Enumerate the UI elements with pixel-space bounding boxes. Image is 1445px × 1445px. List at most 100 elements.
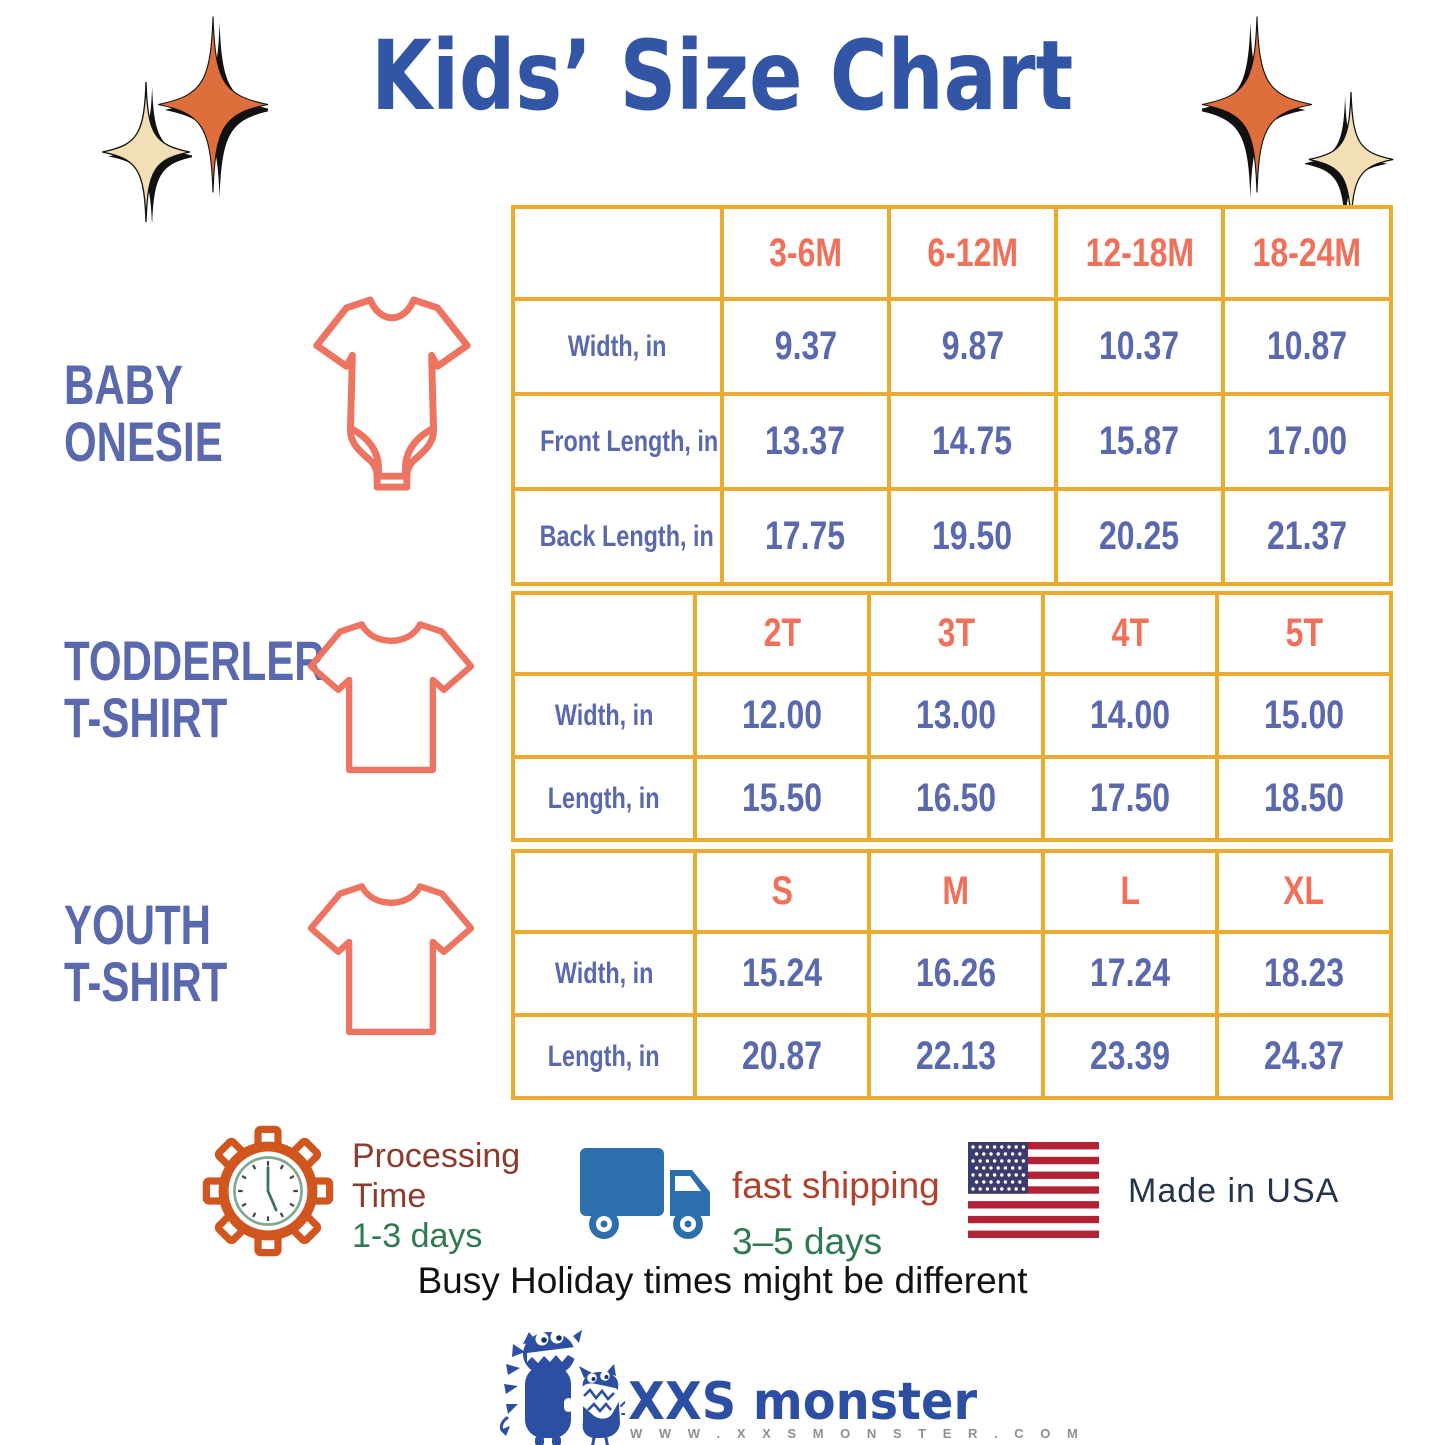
brand-name: XXS monster bbox=[628, 1372, 978, 1432]
value-cell: 14.00 bbox=[1041, 672, 1219, 759]
value-cell: 19.50 bbox=[887, 487, 1058, 586]
measurement-value: 18.23 bbox=[1263, 951, 1345, 995]
measurement-value: 15.50 bbox=[741, 776, 823, 820]
row-label: Back Length, in bbox=[539, 519, 714, 553]
section-label-line2: T-SHIRT bbox=[64, 686, 228, 750]
size-col-header: M bbox=[867, 849, 1045, 934]
value-cell: 9.87 bbox=[887, 297, 1058, 396]
tshirt-icon bbox=[307, 883, 475, 1036]
row-label-cell: Width, in bbox=[511, 930, 697, 1017]
section-label-youth-tshirt: YOUTH T-SHIRT bbox=[64, 896, 227, 1010]
measurement-value: 13.00 bbox=[915, 693, 997, 737]
toddler-tshirt-size-table: 2T 3T 4T 5T Width, in 12.00 13.00 14.00 … bbox=[511, 591, 1393, 842]
row-label: Length, in bbox=[548, 1039, 660, 1073]
measurement-value: 14.00 bbox=[1089, 693, 1171, 737]
value-cell: 23.39 bbox=[1041, 1013, 1219, 1100]
page-title-text: Kids’ Size Chart bbox=[371, 20, 1074, 132]
value-cell: 20.87 bbox=[693, 1013, 871, 1100]
value-cell: 17.24 bbox=[1041, 930, 1219, 1017]
truck-icon bbox=[580, 1148, 710, 1239]
measurement-value: 22.13 bbox=[915, 1034, 997, 1078]
value-cell: 20.25 bbox=[1054, 487, 1225, 586]
made-in-usa-text: Made in USA bbox=[1128, 1172, 1340, 1210]
table-row: Width, in 9.37 9.87 10.37 10.87 bbox=[511, 297, 1393, 396]
value-cell: 17.75 bbox=[720, 487, 891, 586]
value-cell: 14.75 bbox=[887, 392, 1058, 491]
gear-clock-icon bbox=[202, 1125, 334, 1257]
measurement-value: 16.26 bbox=[915, 951, 997, 995]
table-header-row: 3-6M 6-12M 12-18M 18-24M bbox=[511, 205, 1393, 301]
value-cell: 21.37 bbox=[1221, 487, 1393, 586]
brand-website: W W W . X X S M O N S T E R . C O M bbox=[630, 1426, 1085, 1441]
value-cell: 16.50 bbox=[867, 755, 1045, 842]
corner-cell bbox=[511, 205, 724, 301]
measurement-value: 10.37 bbox=[1099, 324, 1180, 368]
holiday-notice: Busy Holiday times might be different bbox=[417, 1260, 1028, 1301]
row-label-cell: Width, in bbox=[511, 672, 697, 759]
section-label-line1: BABY bbox=[64, 353, 184, 416]
processing-days: 1-3 days bbox=[352, 1217, 483, 1256]
size-col-header: 3T bbox=[867, 591, 1045, 676]
measurement-value: 15.24 bbox=[741, 951, 823, 995]
measurement-value: 14.75 bbox=[932, 419, 1013, 463]
table-row: Back Length, in 17.75 19.50 20.25 21.37 bbox=[511, 487, 1393, 586]
measurement-value: 13.37 bbox=[765, 419, 846, 463]
row-label: Length, in bbox=[548, 781, 660, 815]
measurement-value: 17.00 bbox=[1266, 419, 1348, 463]
measurement-value: 16.50 bbox=[915, 776, 997, 820]
monster-logo-icon bbox=[499, 1330, 625, 1445]
measurement-value: 12.00 bbox=[741, 693, 823, 737]
size-label: 6-12M bbox=[927, 230, 1018, 275]
size-label: L bbox=[1120, 869, 1140, 913]
table-row: Length, in 15.50 16.50 17.50 18.50 bbox=[511, 755, 1393, 842]
youth-tshirt-size-table: S M L XL Width, in 15.24 16.26 17.24 18.… bbox=[511, 849, 1393, 1100]
measurement-value: 15.87 bbox=[1099, 419, 1180, 463]
value-cell: 15.87 bbox=[1054, 392, 1225, 491]
measurement-value: 21.37 bbox=[1266, 514, 1348, 558]
size-label: 2T bbox=[763, 611, 801, 655]
usa-flag-icon bbox=[968, 1142, 1099, 1238]
processing-line2: Time bbox=[352, 1177, 427, 1216]
value-cell: 15.00 bbox=[1215, 672, 1393, 759]
value-cell: 22.13 bbox=[867, 1013, 1045, 1100]
baby-onesie-size-table: 3-6M 6-12M 12-18M 18-24M Width, in 9.37 … bbox=[511, 205, 1393, 586]
value-cell: 18.50 bbox=[1215, 755, 1393, 842]
row-label-cell: Front Length, in bbox=[511, 392, 724, 491]
size-col-header: L bbox=[1041, 849, 1219, 934]
size-label: 5T bbox=[1285, 611, 1323, 655]
value-cell: 12.00 bbox=[693, 672, 871, 759]
section-label-line1: YOUTH bbox=[64, 893, 211, 956]
measurement-value: 19.50 bbox=[932, 514, 1013, 558]
measurement-value: 9.87 bbox=[941, 324, 1004, 368]
size-label: 3-6M bbox=[769, 230, 842, 275]
section-label-line1: TODDERLER bbox=[64, 629, 325, 692]
tshirt-icon bbox=[307, 621, 475, 774]
table-header-row: S M L XL bbox=[511, 849, 1393, 934]
section-label-line2: T-SHIRT bbox=[64, 950, 228, 1014]
shipping-label: fast shipping bbox=[732, 1165, 940, 1206]
value-cell: 13.00 bbox=[867, 672, 1045, 759]
measurement-value: 20.25 bbox=[1099, 514, 1180, 558]
table-row: Width, in 12.00 13.00 14.00 15.00 bbox=[511, 672, 1393, 759]
row-label: Width, in bbox=[554, 956, 654, 990]
table-row: Length, in 20.87 22.13 23.39 24.37 bbox=[511, 1013, 1393, 1100]
row-label-cell: Length, in bbox=[511, 1013, 697, 1100]
size-label: S bbox=[771, 869, 793, 913]
measurement-value: 15.00 bbox=[1263, 693, 1345, 737]
measurement-value: 17.24 bbox=[1089, 951, 1171, 995]
section-label-line2: ONESIE bbox=[64, 410, 223, 474]
row-label-cell: Back Length, in bbox=[511, 487, 724, 586]
value-cell: 9.37 bbox=[720, 297, 891, 396]
size-col-header: 18-24M bbox=[1221, 205, 1393, 301]
size-col-header: 6-12M bbox=[887, 205, 1058, 301]
value-cell: 17.00 bbox=[1221, 392, 1393, 491]
size-col-header: 5T bbox=[1215, 591, 1393, 676]
size-col-header: 2T bbox=[693, 591, 871, 676]
value-cell: 15.24 bbox=[693, 930, 871, 1017]
measurement-value: 20.87 bbox=[741, 1034, 823, 1078]
value-cell: 13.37 bbox=[720, 392, 891, 491]
size-label: 12-18M bbox=[1085, 230, 1194, 275]
page-title: Kids’ Size Chart bbox=[0, 20, 1445, 132]
size-label: M bbox=[942, 869, 970, 913]
